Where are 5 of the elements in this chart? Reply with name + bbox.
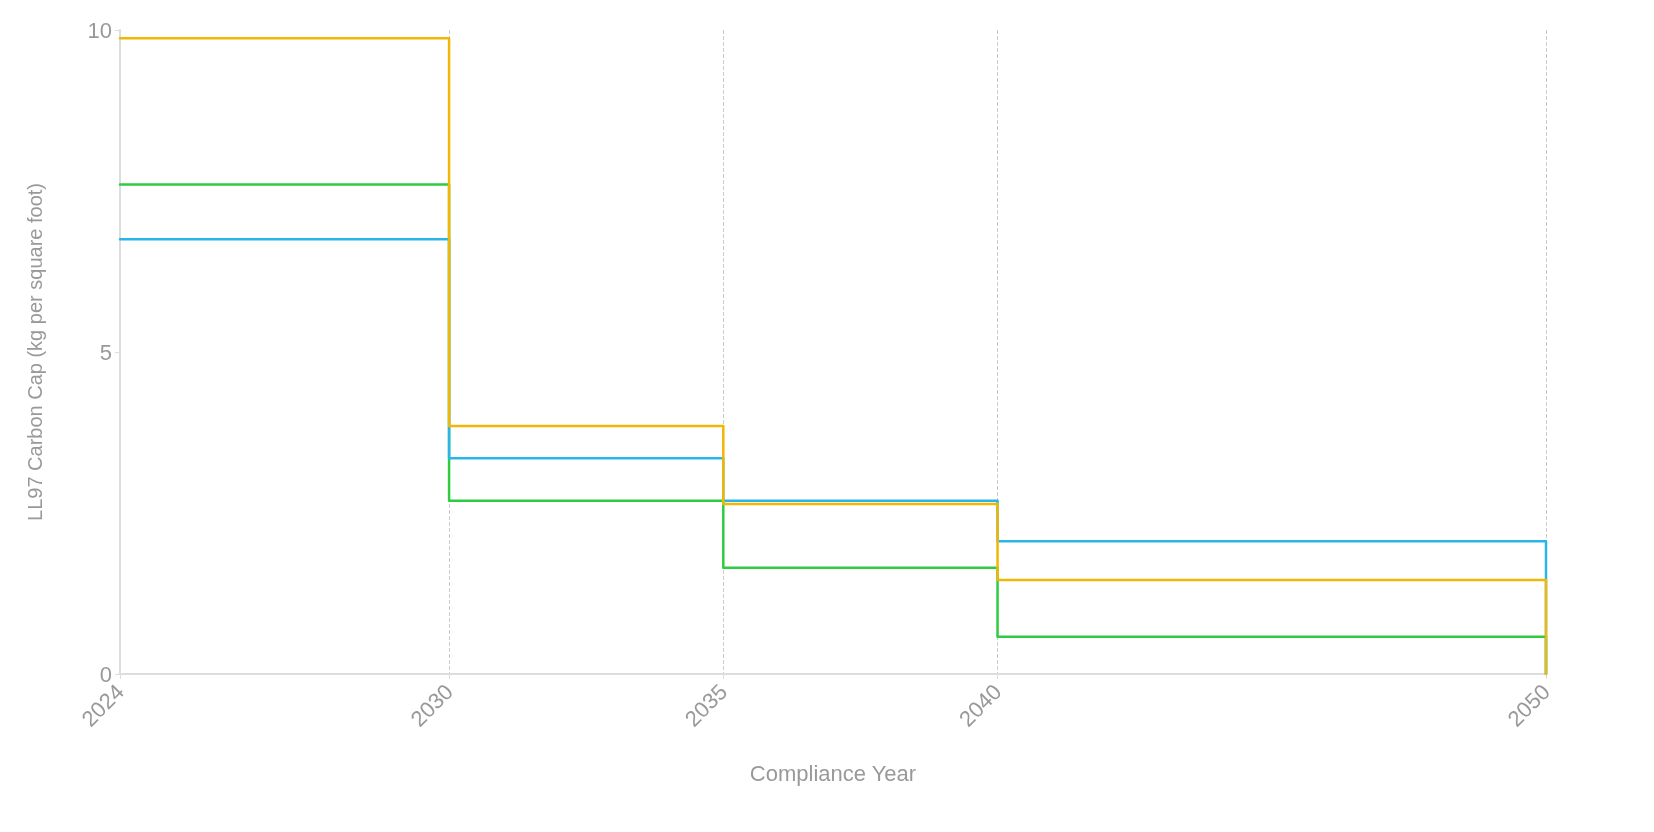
y-axis-title: LL97 Carbon Cap (kg per square foot) xyxy=(24,183,46,521)
y-tick-label: 0 xyxy=(99,661,112,687)
x-axis-title: Compliance Year xyxy=(749,760,917,786)
y-tick-label: 5 xyxy=(99,339,112,365)
y-tick-label: 10 xyxy=(87,17,112,43)
